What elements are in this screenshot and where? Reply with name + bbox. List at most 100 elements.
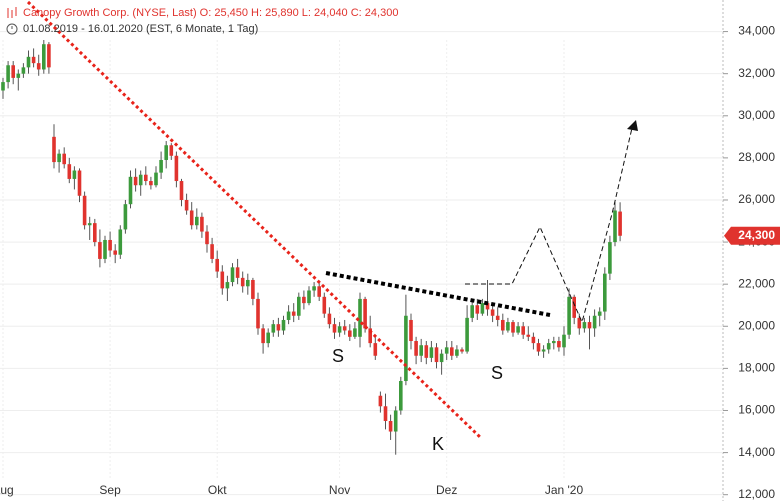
candle-body	[582, 322, 587, 329]
candle-body	[16, 73, 21, 78]
candle-body	[200, 216, 204, 232]
candle-body	[490, 309, 495, 316]
candle-body	[618, 211, 622, 236]
x-tick-label: Sep	[99, 483, 121, 497]
candle-body	[184, 199, 189, 211]
candle-body	[480, 303, 485, 314]
candle-body	[225, 282, 230, 289]
candle-body	[42, 44, 46, 70]
candle-body	[256, 298, 260, 329]
candle-body	[133, 176, 138, 186]
candle-body	[434, 347, 439, 363]
candle-body	[67, 164, 72, 179]
y-tick-label: 30,000	[738, 108, 775, 122]
candle-body	[368, 328, 372, 344]
candle-body	[93, 223, 97, 243]
candle-body	[31, 56, 36, 64]
candle-body	[302, 296, 306, 304]
candle-body	[557, 341, 561, 348]
candle-body	[383, 406, 388, 422]
candle-body	[87, 223, 92, 226]
chart-subtitle: 01.08.2019 - 16.01.2020 (EST, 6 Monate, …	[23, 23, 258, 35]
candle-body	[123, 204, 128, 230]
candle-body	[1, 82, 5, 91]
candle-body	[322, 296, 327, 314]
candle-body	[348, 330, 352, 337]
candle-body	[220, 271, 225, 289]
candle-body	[393, 410, 398, 432]
candle-body	[77, 170, 82, 196]
candle-body	[276, 324, 281, 331]
candle-body	[562, 334, 566, 348]
y-tick-label: 26,000	[738, 192, 775, 206]
x-tick-label: Jan '20	[545, 483, 584, 497]
candle-body	[82, 195, 87, 226]
y-tick-label: 18,000	[738, 361, 775, 375]
candle-body	[98, 242, 102, 259]
candle-body	[603, 273, 607, 312]
candle-body	[536, 343, 541, 352]
candle-body	[450, 347, 454, 356]
candle-body	[128, 176, 133, 205]
candle-body	[291, 311, 296, 316]
candle-body	[144, 174, 148, 182]
candle-body	[577, 317, 582, 329]
y-tick-label: 32,000	[738, 66, 775, 80]
candle-body	[475, 305, 480, 314]
x-tick-label: Dez	[436, 483, 457, 497]
candle-body	[108, 239, 112, 251]
y-tick-label: 16,000	[738, 403, 775, 417]
candle-body	[297, 296, 301, 316]
candle-body	[342, 326, 347, 331]
candle-body	[424, 345, 429, 358]
candle-body	[138, 174, 143, 186]
candles	[1, 39, 622, 455]
candle-body	[118, 229, 123, 255]
candle-body	[317, 286, 321, 297]
candle-body	[439, 353, 444, 363]
projection-arrow	[627, 120, 638, 131]
candle-body	[246, 279, 250, 287]
candle-body	[230, 267, 235, 283]
candle-body	[516, 326, 520, 333]
candle-body	[52, 136, 56, 163]
x-tick-label: Aug	[0, 483, 14, 497]
candle-body	[6, 65, 10, 83]
candle-body	[36, 63, 41, 70]
candle-body	[592, 315, 597, 329]
candle-body	[429, 347, 434, 358]
candle-body	[271, 324, 276, 333]
y-tick-label: 22,000	[738, 276, 775, 290]
candle-body	[149, 181, 153, 186]
grid	[0, 31, 728, 496]
candle-body	[337, 326, 342, 333]
candle-body	[373, 343, 378, 356]
neckline	[325, 271, 551, 317]
candle-body	[266, 332, 270, 344]
x-tick-label: Okt	[208, 483, 227, 497]
chart-title: Canopy Growth Corp. (NYSE, Last) O: 25,4…	[23, 7, 398, 19]
candle-body	[541, 349, 546, 352]
y-tick-label: 14,000	[738, 445, 775, 459]
candle-body	[332, 324, 337, 333]
candle-body	[26, 56, 31, 68]
candle-body	[399, 381, 403, 411]
candle-body	[460, 349, 464, 352]
candle-body	[531, 336, 536, 344]
candle-body	[240, 277, 245, 287]
candle-body	[363, 298, 367, 329]
clock-icon	[6, 23, 18, 35]
candle-body	[261, 328, 265, 344]
y-tick-label: 12,000	[738, 487, 775, 501]
annotation: S	[491, 363, 503, 383]
candle-body	[546, 343, 551, 350]
candle-body	[179, 181, 184, 200]
candle-body	[103, 239, 107, 259]
x-tick-label: Nov	[329, 483, 350, 497]
candle-body	[210, 244, 214, 259]
candle-body	[378, 395, 383, 407]
candle-body	[164, 145, 168, 160]
candle-body	[154, 172, 158, 186]
y-tick-label: 28,000	[738, 150, 775, 164]
